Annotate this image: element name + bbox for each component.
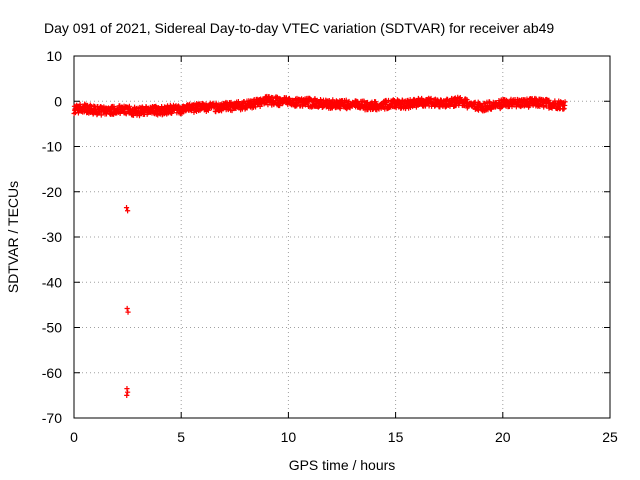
data-point bbox=[136, 113, 143, 119]
data-point bbox=[562, 99, 568, 105]
axis-ticks bbox=[73, 55, 611, 419]
y-tick-label: 10 bbox=[46, 48, 62, 64]
x-axis-tick-labels: 0 5 10 15 20 25 bbox=[70, 429, 618, 445]
x-tick-label: 15 bbox=[388, 429, 404, 445]
x-tick-label: 25 bbox=[602, 429, 618, 445]
y-tick-label: -30 bbox=[42, 229, 62, 245]
grid bbox=[74, 56, 610, 418]
data-point bbox=[125, 309, 131, 315]
data-point bbox=[98, 112, 104, 118]
y-tick-label: -60 bbox=[42, 365, 62, 381]
x-tick-label: 10 bbox=[281, 429, 297, 445]
y-tick-label: -50 bbox=[42, 320, 62, 336]
x-tick-label: 20 bbox=[495, 429, 511, 445]
data-point bbox=[541, 104, 547, 110]
y-tick-label: 0 bbox=[54, 93, 62, 109]
data-point bbox=[235, 99, 241, 105]
data-point bbox=[94, 111, 100, 117]
chart-title: Day 091 of 2021, Sidereal Day-to-day VTE… bbox=[44, 20, 554, 36]
data-point bbox=[124, 305, 130, 312]
data-point bbox=[123, 204, 130, 211]
data-point bbox=[346, 98, 352, 105]
y-axis-label: SDTVAR / TECUs bbox=[5, 181, 21, 293]
data-point bbox=[125, 389, 131, 395]
data-point bbox=[343, 97, 349, 103]
data-point bbox=[372, 99, 379, 105]
data-point bbox=[124, 392, 130, 398]
x-tick-label: 5 bbox=[177, 429, 185, 445]
x-tick-label: 0 bbox=[70, 429, 78, 445]
data-point bbox=[126, 103, 132, 109]
data-point bbox=[257, 103, 263, 109]
data-point bbox=[124, 385, 130, 392]
data-point bbox=[125, 208, 131, 214]
y-tick-label: -40 bbox=[42, 274, 62, 290]
y-tick-label: -70 bbox=[42, 410, 62, 426]
x-axis-label: GPS time / hours bbox=[289, 457, 396, 473]
y-axis-tick-labels: 10 0 -10 -20 -30 -40 -50 -60 -70 bbox=[42, 48, 62, 426]
y-tick-label: -10 bbox=[42, 139, 62, 155]
data-point bbox=[464, 96, 470, 103]
data-series-sdtvar bbox=[71, 93, 568, 398]
y-tick-label: -20 bbox=[42, 184, 62, 200]
